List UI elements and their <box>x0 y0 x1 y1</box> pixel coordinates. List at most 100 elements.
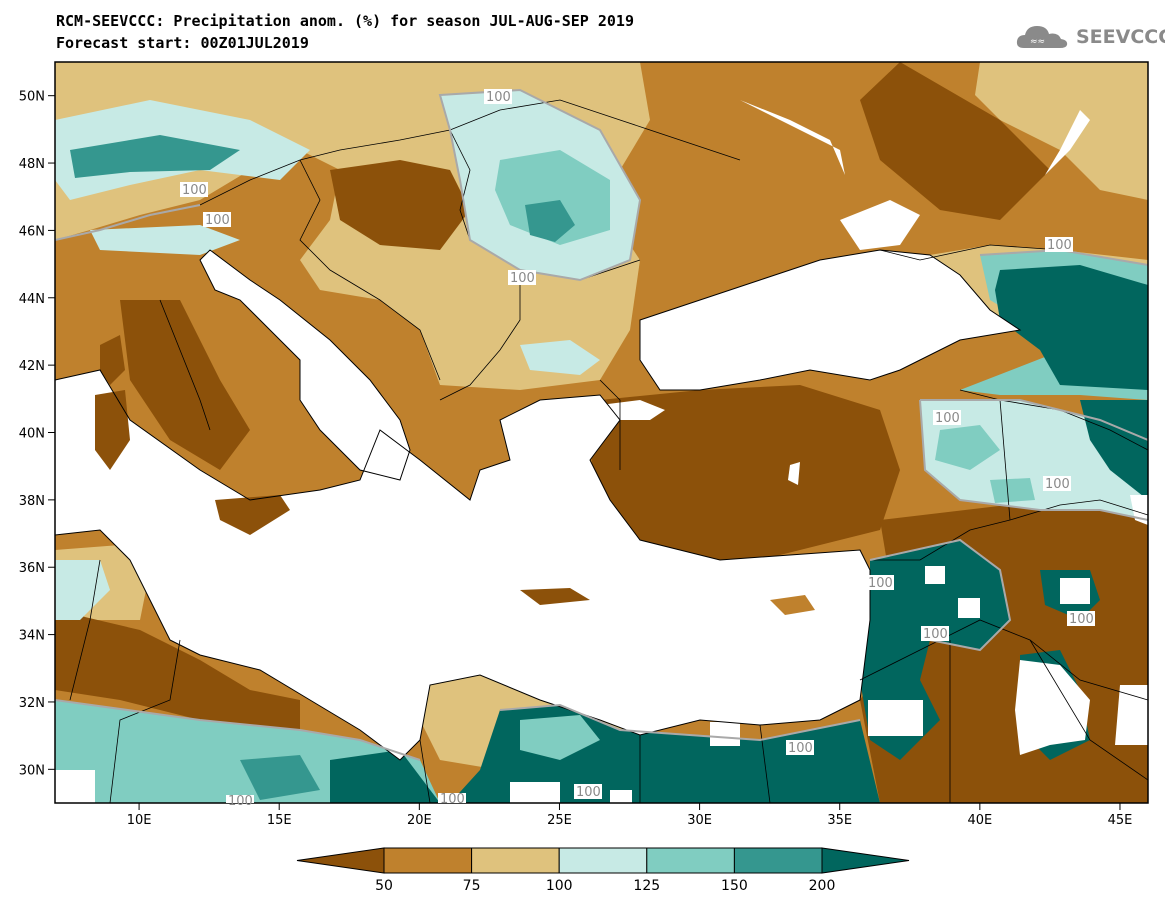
svg-text:100: 100 <box>788 741 813 756</box>
adriatic-sea <box>200 250 410 480</box>
colorbar-label: 125 <box>633 878 660 894</box>
svg-text:100: 100 <box>1045 477 1070 492</box>
colorbar-high-arrow <box>821 847 910 874</box>
contour-label: 100 <box>484 89 512 105</box>
wet-region-eastern-anatolia-2 <box>990 478 1035 503</box>
volga-reservoir <box>1045 110 1090 175</box>
dry-light-region-russia <box>975 62 1148 200</box>
dry-strong-region-ukraine <box>860 62 1050 220</box>
lon-tick-label: 25E <box>547 813 572 828</box>
svg-text:100: 100 <box>440 792 465 807</box>
sicily <box>215 495 290 535</box>
contour-label: 100 <box>438 792 466 807</box>
lon-tick-label: 20E <box>407 813 432 828</box>
no-data-gap <box>788 462 800 485</box>
map-title: RCM-SEEVCCC: Precipitation anom. (%) for… <box>56 12 634 30</box>
cloud-icon: ≈≈ <box>1016 26 1068 48</box>
contour-label: 100 <box>203 212 231 228</box>
no-data-gap <box>55 770 95 803</box>
wet-region-eastern-anatolia <box>935 425 1000 470</box>
svg-text:≈≈: ≈≈ <box>1030 37 1045 47</box>
no-data-gap <box>710 722 740 746</box>
svg-text:100: 100 <box>510 271 535 286</box>
lat-tick-label: 36N <box>19 561 45 576</box>
lon-tick-label: 30E <box>687 813 712 828</box>
lon-tick-label: 15E <box>267 813 292 828</box>
lon-tick-label: 45E <box>1108 813 1133 828</box>
dry-strong-region-anatolia <box>590 385 900 560</box>
forecast-start-label: Forecast start: 00Z01JUL2019 <box>56 34 309 52</box>
svg-text:100: 100 <box>205 213 230 228</box>
coastlines <box>55 249 1022 761</box>
wet-mid-region-libya <box>240 755 320 800</box>
black-sea <box>640 250 1020 390</box>
contour-label: 100 <box>933 410 961 426</box>
lat-tick-label: 44N <box>19 292 45 307</box>
lon-tick-label: 40E <box>967 813 992 828</box>
dry-strong-region-hungary <box>330 160 470 250</box>
dry-strong-region-italy <box>120 300 250 470</box>
colorbar-segment <box>558 847 648 874</box>
svg-text:100: 100 <box>935 411 960 426</box>
svg-text:100: 100 <box>923 627 948 642</box>
lon-tick-label: 10E <box>127 813 152 828</box>
lat-tick-label: 42N <box>19 359 45 374</box>
contour-label: 100 <box>180 182 208 198</box>
no-data-gap <box>925 566 945 584</box>
colorbar-segment <box>646 847 735 874</box>
lat-tick-label: 32N <box>19 696 45 711</box>
contour-label: 100 <box>574 784 602 800</box>
contour-label: 100 <box>866 575 894 591</box>
svg-text:100: 100 <box>486 90 511 105</box>
colorbar: 50 75 100 125 150 200 <box>296 847 910 894</box>
no-data-gap <box>1115 685 1148 745</box>
colorbar-segment <box>733 847 823 874</box>
colorbar-label: 50 <box>375 878 393 894</box>
lat-tick-label: 40N <box>19 427 45 442</box>
sea-of-azov <box>840 200 920 250</box>
crete <box>520 588 590 605</box>
svg-text:100: 100 <box>1069 612 1094 627</box>
no-data-gap <box>610 790 632 803</box>
mediterranean-sea <box>55 370 870 760</box>
no-data-gap <box>1060 578 1090 604</box>
wet-strong-region-gulf-of-sidra <box>330 750 440 803</box>
longitude-axis: 10E 15E 20E 25E 30E 35E 40E 45E <box>127 803 1133 828</box>
lat-tick-label: 50N <box>19 90 45 105</box>
no-data-gap <box>868 700 923 736</box>
contour-100-lines <box>55 88 1148 761</box>
svg-text:100: 100 <box>868 576 893 591</box>
colorbar-label: 200 <box>809 878 836 894</box>
lat-tick-label: 46N <box>19 224 45 239</box>
wet-region-carpathians <box>495 150 610 245</box>
latitude-axis: 50N 48N 46N 44N 42N 40N 38N 36N 34N 32N 30N <box>19 90 55 778</box>
dnieper-reservoir <box>740 100 845 175</box>
colorbar-segment <box>471 847 560 874</box>
svg-text:100: 100 <box>1047 238 1072 253</box>
wet-light-region-algeria <box>55 560 110 620</box>
lat-tick-label: 38N <box>19 494 45 509</box>
logo-text: SEEVCCC <box>1076 26 1165 48</box>
lon-tick-label: 35E <box>827 813 852 828</box>
cyprus <box>770 595 815 615</box>
wet-mid-region-alps <box>70 135 240 178</box>
no-data-gap <box>510 782 560 803</box>
no-data-gap <box>1015 660 1090 755</box>
contour-label: 100 <box>921 626 949 642</box>
wet-light-region-bulgaria <box>520 340 600 375</box>
seevccc-logo: ≈≈ SEEVCCC <box>1016 22 1165 52</box>
contour-label: 100 <box>786 740 814 756</box>
colorbar-label: 75 <box>463 878 481 894</box>
lat-tick-label: 30N <box>19 763 45 778</box>
contour-labels: 100 100 100 100 100 100 100 100 100 100 … <box>180 89 1095 809</box>
contour-label: 100 <box>1045 237 1073 253</box>
lat-tick-label: 48N <box>19 157 45 172</box>
wet-region-cyrenaica <box>520 715 600 760</box>
contour-label: 100 <box>1067 611 1095 627</box>
wet-mid-region-carpathians <box>525 200 575 242</box>
contour-label: 100 <box>226 794 254 809</box>
wet-light-region-po-valley <box>90 225 240 255</box>
wet-strong-region-caucasus <box>995 265 1148 390</box>
colorbar-segment <box>383 847 473 874</box>
